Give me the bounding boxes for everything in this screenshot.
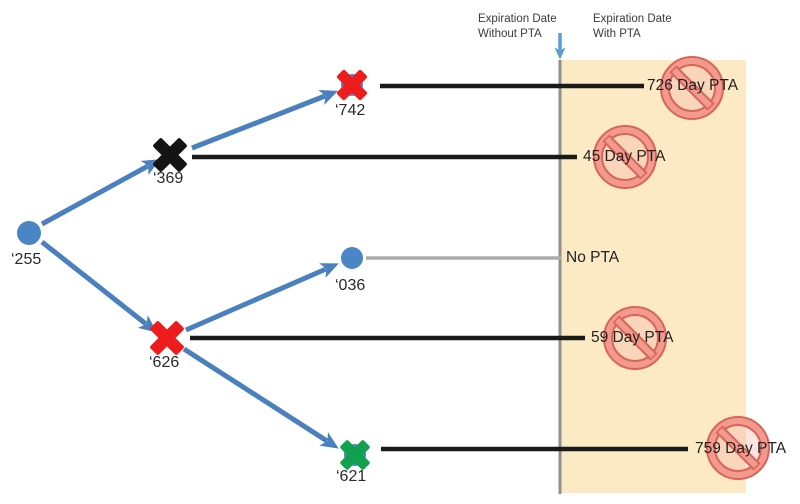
node-255 bbox=[17, 221, 41, 245]
outcome-label-621: 759 Day PTA bbox=[695, 440, 787, 457]
red-x-icon bbox=[336, 69, 368, 101]
arrow-255-to-626 bbox=[40, 240, 157, 333]
prohibited-icon bbox=[593, 125, 657, 189]
header-with-pta: Expiration Date With PTA bbox=[593, 12, 672, 42]
node-label-369: ‘369 bbox=[153, 170, 184, 187]
arrow-626-to-621 bbox=[182, 346, 339, 449]
arrow-626-to-036 bbox=[185, 263, 339, 333]
node-036 bbox=[341, 247, 363, 269]
node-label-742: ‘742 bbox=[335, 102, 366, 119]
node-label-621: ‘621 bbox=[336, 468, 367, 485]
outcome-label-369: 45 Day PTA bbox=[583, 148, 666, 165]
header-with-pta-line2: With PTA bbox=[593, 28, 641, 40]
green-x-icon bbox=[340, 440, 370, 470]
header-without-pta: Expiration Date Without PTA bbox=[478, 12, 557, 42]
blue-circle-icon bbox=[17, 221, 41, 245]
prohibited-icon bbox=[603, 306, 667, 370]
node-label-255: ‘255 bbox=[11, 251, 42, 268]
pta-region bbox=[560, 60, 746, 493]
outcome-label-036: No PTA bbox=[566, 249, 620, 266]
header-without-pta-line2: Without PTA bbox=[478, 28, 542, 40]
blue-circle-icon bbox=[341, 247, 363, 269]
black-x-icon bbox=[153, 138, 187, 172]
arrow-255-to-369 bbox=[40, 159, 161, 227]
node-label-626: ‘626 bbox=[149, 354, 180, 371]
prohibited-icon bbox=[660, 56, 724, 120]
header-without-pta-line1: Expiration Date bbox=[478, 13, 557, 25]
outcome-label-626: 59 Day PTA bbox=[591, 329, 674, 346]
outcome-label-742: 726 Day PTA bbox=[647, 77, 739, 94]
red-x-icon bbox=[150, 321, 184, 355]
node-label-036: ‘036 bbox=[335, 277, 366, 294]
header-with-pta-line1: Expiration Date bbox=[593, 13, 672, 25]
node-742 bbox=[336, 69, 368, 101]
node-369 bbox=[153, 138, 187, 172]
node-621 bbox=[340, 440, 370, 470]
prohibited-icon bbox=[706, 416, 770, 480]
node-626 bbox=[150, 321, 184, 355]
arrow-369-to-742 bbox=[191, 90, 339, 151]
